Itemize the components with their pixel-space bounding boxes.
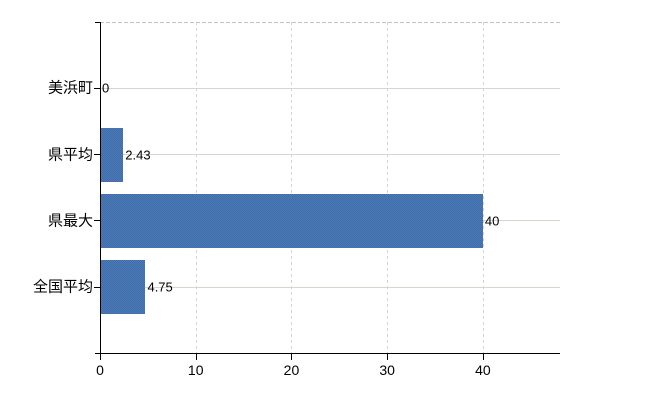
category-label: 全国平均: [32, 278, 93, 296]
x-axis-tick-label: 0: [96, 362, 104, 379]
x-axis-tick: [387, 354, 389, 361]
bar-2: [100, 193, 483, 248]
vertical-gridline: [482, 22, 484, 354]
value-label: 4.75: [147, 279, 173, 295]
x-axis-tick-label: 10: [187, 362, 204, 379]
x-axis-tick-label: 30: [379, 362, 395, 379]
vertical-gridline: [387, 22, 389, 354]
x-axis-tick: [482, 354, 484, 361]
value-label: 40: [484, 213, 500, 229]
y-axis-top-tick: [95, 22, 100, 23]
category-label: 県平均: [47, 146, 93, 164]
y-axis-tick: [94, 286, 100, 288]
y-axis-tick: [94, 154, 100, 156]
horizontal-gridline: [100, 87, 560, 89]
x-axis-tick-label: 40: [475, 362, 491, 379]
bar-3: [100, 260, 146, 315]
value-label: 2.43: [125, 147, 151, 163]
vertical-gridline: [195, 22, 197, 354]
category-label: 県最大: [47, 212, 93, 230]
x-axis-line: [95, 353, 560, 355]
y-axis-tick: [94, 87, 100, 89]
category-label: 美浜町: [47, 79, 93, 97]
vertical-gridline: [291, 22, 293, 354]
horizontal-gridline: [100, 286, 560, 288]
x-axis-tick-label: 20: [283, 362, 300, 379]
value-label: 0: [102, 80, 110, 96]
horizontal-gridline: [100, 154, 560, 156]
bar-1: [100, 127, 124, 182]
x-axis-tick: [195, 354, 197, 361]
x-axis-tick: [100, 354, 101, 361]
x-axis-tick: [291, 354, 293, 361]
y-axis-line: [100, 22, 101, 355]
plot-top-border: [100, 21, 560, 23]
y-axis-tick: [94, 220, 100, 222]
